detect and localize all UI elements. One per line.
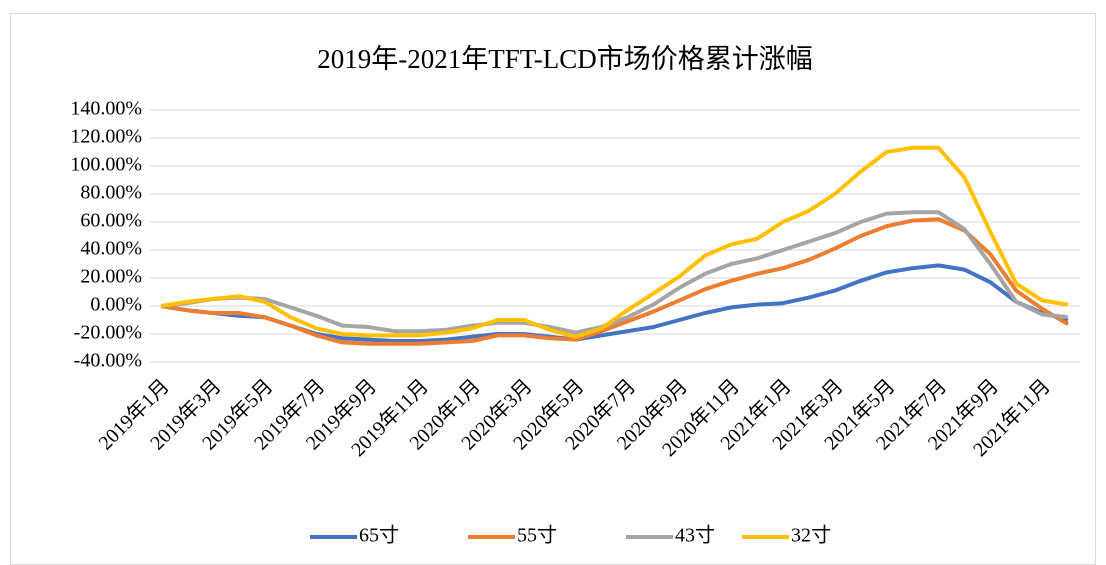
- y-tick-label: 60.00%: [80, 210, 142, 232]
- y-tick-label: 20.00%: [80, 266, 142, 288]
- y-tick-label: 80.00%: [80, 182, 142, 204]
- y-tick-label: 0.00%: [90, 294, 142, 316]
- y-tick-label: 120.00%: [70, 126, 142, 148]
- line-series: [160, 210, 1069, 335]
- legend-label: 32寸: [791, 524, 831, 547]
- legend-label: 43寸: [675, 524, 715, 547]
- legend-label: 55寸: [517, 524, 557, 547]
- y-tick-label: 100.00%: [70, 154, 142, 176]
- chart-border: [10, 13, 1096, 565]
- legend-label: 65寸: [359, 524, 399, 547]
- chart-title: 2019年-2021年TFT-LCD市场价格累计涨幅: [317, 44, 813, 74]
- line-series: [160, 217, 1070, 346]
- y-tick-label: 40.00%: [80, 238, 142, 260]
- y-tick-label: -40.00%: [74, 350, 142, 372]
- y-tick-label: 140.00%: [70, 98, 142, 120]
- line-series: [160, 145, 1069, 339]
- y-tick-label: -20.00%: [74, 322, 142, 344]
